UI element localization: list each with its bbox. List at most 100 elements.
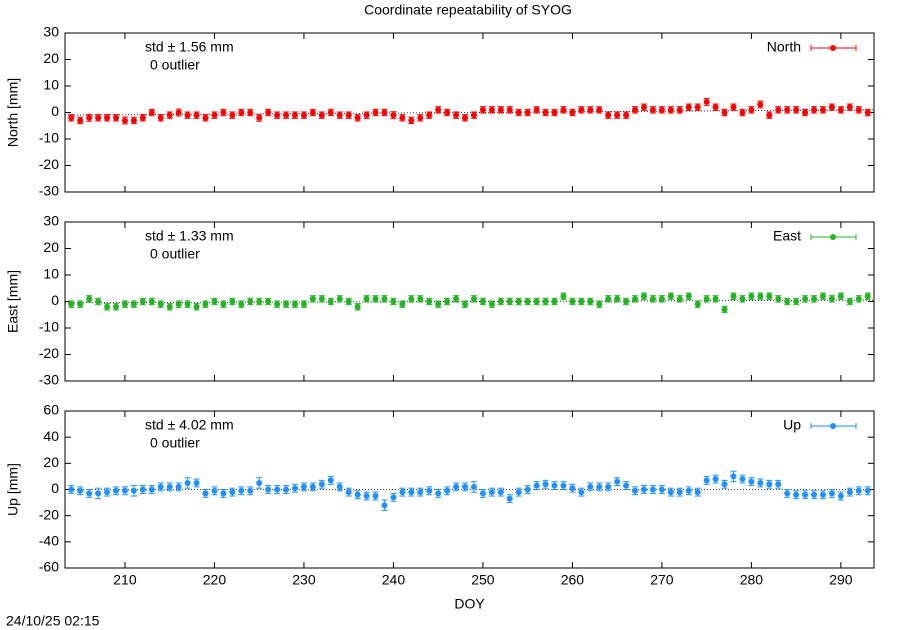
data-point	[524, 486, 531, 493]
data-point	[649, 486, 656, 493]
data-point	[488, 489, 495, 496]
data-point	[748, 478, 755, 485]
data-point	[542, 481, 549, 488]
data-point	[819, 491, 826, 498]
data-point	[139, 114, 146, 121]
data-point	[596, 106, 603, 113]
data-point	[444, 487, 451, 494]
data-point	[283, 486, 290, 493]
data-point	[757, 101, 764, 108]
data-point	[121, 117, 128, 124]
data-point	[354, 303, 361, 310]
data-point	[381, 502, 388, 509]
data-point	[417, 489, 424, 496]
data-point	[130, 487, 137, 494]
data-point	[148, 298, 155, 305]
data-point	[784, 298, 791, 305]
data-point	[372, 493, 379, 500]
data-point	[300, 112, 307, 119]
data-point	[309, 483, 316, 490]
data-point	[291, 112, 298, 119]
data-point	[828, 295, 835, 302]
data-point	[345, 489, 352, 496]
data-point	[703, 477, 710, 484]
y-tick-label: 60	[43, 402, 59, 418]
chart-title: Coordinate repeatability of SYOG	[364, 2, 572, 18]
data-point	[300, 483, 307, 490]
data-point	[811, 106, 818, 113]
data-point	[828, 104, 835, 111]
y-tick-label: -30	[39, 372, 59, 388]
data-point	[542, 298, 549, 305]
data-point	[77, 487, 84, 494]
data-point	[542, 109, 549, 116]
outlier-annotation: 0 outlier	[150, 57, 200, 73]
data-point	[605, 112, 612, 119]
data-point	[291, 301, 298, 308]
data-point	[506, 495, 513, 502]
data-point	[766, 293, 773, 300]
data-point	[551, 109, 558, 116]
data-point	[837, 493, 844, 500]
x-tick-label: 250	[471, 572, 495, 588]
data-point	[605, 483, 612, 490]
data-point	[417, 114, 424, 121]
data-point	[614, 478, 621, 485]
data-point	[381, 295, 388, 302]
data-point	[721, 109, 728, 116]
data-point	[649, 106, 656, 113]
data-point	[130, 117, 137, 124]
data-point	[569, 485, 576, 492]
data-point	[139, 298, 146, 305]
data-point	[193, 303, 200, 310]
data-point	[524, 109, 531, 116]
data-point	[104, 489, 111, 496]
data-point	[113, 114, 120, 121]
data-point	[157, 114, 164, 121]
data-point	[453, 483, 460, 490]
std-annotation: std ± 1.56 mm	[145, 39, 234, 55]
data-point	[506, 106, 513, 113]
data-point	[148, 109, 155, 116]
data-point	[524, 298, 531, 305]
data-point	[354, 491, 361, 498]
data-point	[238, 109, 245, 116]
data-point	[229, 298, 236, 305]
y-tick-label: 20	[43, 239, 59, 255]
data-point	[444, 298, 451, 305]
data-point	[372, 109, 379, 116]
data-point	[533, 298, 540, 305]
data-point	[462, 114, 469, 121]
y-axis-label: Up [mm]	[5, 463, 21, 516]
data-point	[265, 109, 272, 116]
data-point	[658, 106, 665, 113]
data-point	[676, 489, 683, 496]
data-point	[121, 301, 128, 308]
data-point	[676, 106, 683, 113]
data-point	[104, 303, 111, 310]
data-point	[95, 298, 102, 305]
data-point	[318, 295, 325, 302]
data-point	[721, 481, 728, 488]
data-point	[855, 106, 862, 113]
data-point	[766, 481, 773, 488]
data-point	[479, 298, 486, 305]
data-point	[819, 106, 826, 113]
x-tick-label: 230	[292, 572, 316, 588]
data-point	[667, 489, 674, 496]
data-point	[694, 489, 701, 496]
std-annotation: std ± 4.02 mm	[145, 417, 234, 433]
data-point	[202, 490, 209, 497]
data-point	[390, 298, 397, 305]
data-point	[864, 109, 871, 116]
data-point	[157, 301, 164, 308]
data-point	[148, 486, 155, 493]
data-point	[757, 479, 764, 486]
data-point	[739, 476, 746, 483]
data-point	[220, 109, 227, 116]
data-point	[712, 476, 719, 483]
data-point	[667, 106, 674, 113]
data-point	[381, 109, 388, 116]
data-point	[560, 106, 567, 113]
y-tick-label: 10	[43, 77, 59, 93]
